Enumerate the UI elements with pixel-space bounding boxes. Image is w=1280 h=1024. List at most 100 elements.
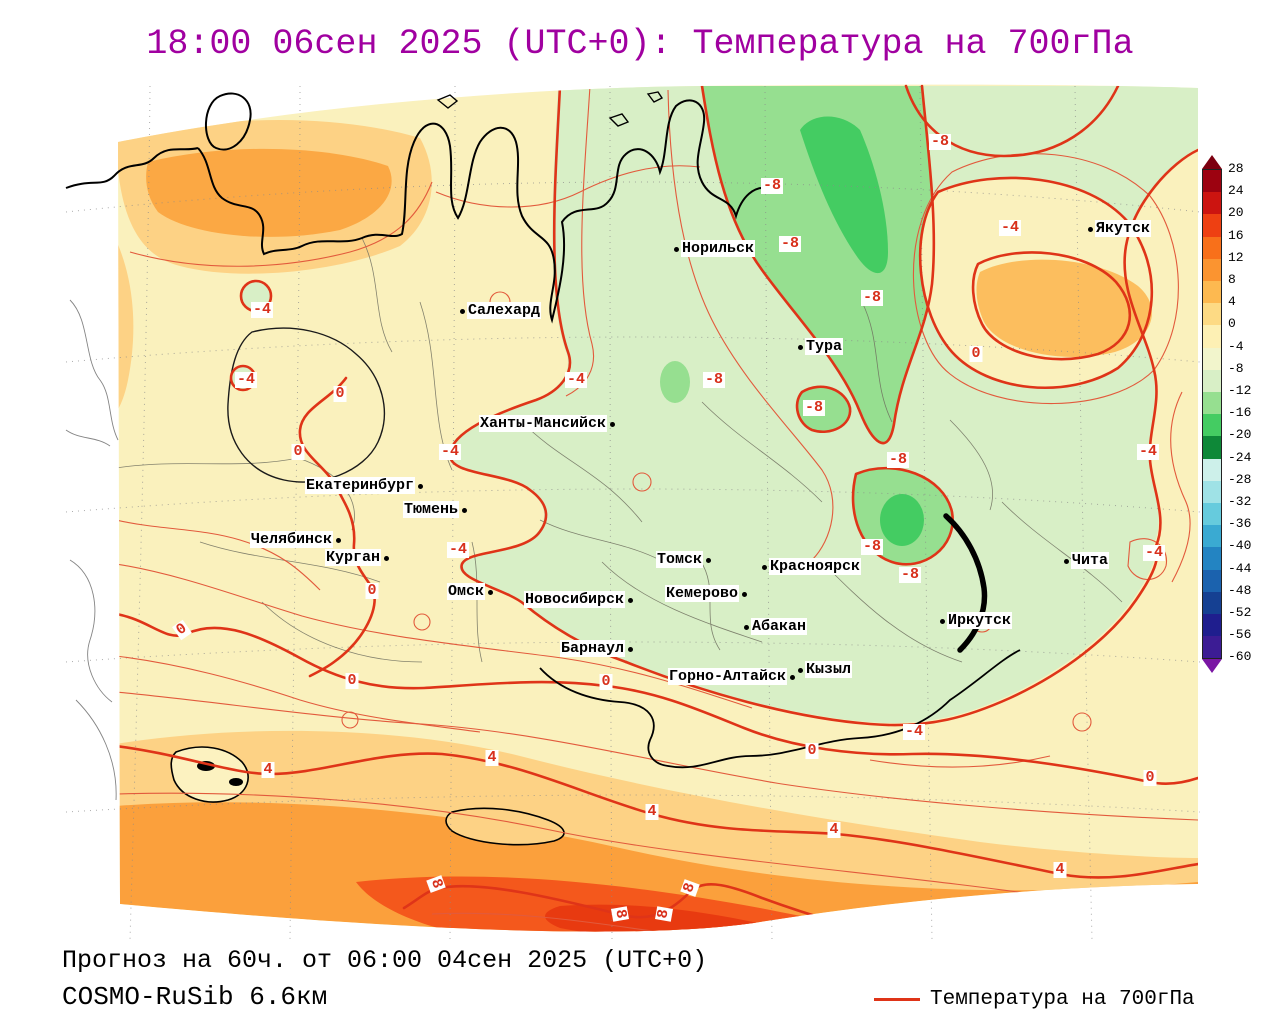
- contour-label: -8: [860, 538, 884, 555]
- contour-label: 4: [261, 761, 275, 778]
- colorbar-tick: 24: [1228, 183, 1244, 199]
- contour-label: -4: [234, 371, 258, 388]
- colorbar-tick: -52: [1228, 605, 1252, 620]
- colorbar-tick: -4: [1228, 338, 1244, 354]
- contour-label: 0: [333, 385, 347, 402]
- city-marker: [939, 618, 945, 624]
- contour-label: -4: [438, 443, 462, 460]
- forecast-info: Прогноз на 60ч. от 06:00 04сен 2025 (UTC…: [62, 946, 708, 975]
- city-marker: [461, 507, 467, 513]
- contour-label: 0: [969, 345, 983, 362]
- colorbar-band: [1203, 525, 1221, 548]
- city-marker: [743, 624, 749, 630]
- colorbar-band: [1203, 281, 1221, 304]
- contour-label: -8: [760, 177, 784, 194]
- city-marker: [673, 246, 679, 252]
- colorbar-tick: -8: [1228, 360, 1244, 376]
- colorbar-top-arrow: [1202, 155, 1222, 169]
- contour-label: -4: [998, 219, 1022, 236]
- colorbar-tick: 0: [1228, 316, 1236, 332]
- colorbar-band: [1203, 214, 1221, 237]
- city-marker: [487, 589, 493, 595]
- legend-label: Температура на 700гПа: [930, 988, 1195, 1011]
- colorbar-tick: 8: [1228, 272, 1236, 287]
- colorbar-tick: 28: [1228, 161, 1244, 176]
- coastline: [65, 91, 1021, 769]
- temperature-fill-layer: [118, 84, 1198, 932]
- colorbar-tick: -40: [1228, 538, 1252, 554]
- city-label: Кызыл: [805, 661, 853, 678]
- city-label: Салехард: [467, 302, 542, 319]
- region-boundary: [227, 327, 385, 483]
- contour-label: -8: [898, 566, 922, 583]
- page-title: 18:00 06сен 2025 (UTC+0): Температура на…: [146, 24, 1134, 64]
- city-label: Тюмень: [402, 501, 459, 518]
- city-label: Красноярск: [769, 558, 862, 575]
- city-marker: [459, 308, 465, 314]
- colorbar-tick: 16: [1228, 227, 1244, 243]
- contour-label: -8: [860, 289, 884, 306]
- contour-label: -4: [564, 371, 588, 388]
- lake-baikal: [943, 513, 988, 653]
- city-marker: [417, 483, 423, 489]
- city-marker: [797, 344, 803, 350]
- colorbar-band: [1203, 347, 1221, 370]
- colorbar-bands: [1202, 169, 1222, 659]
- city-label: Иркутск: [947, 612, 1013, 629]
- city-label: Ханты-Мансийск: [478, 415, 607, 432]
- colorbar-tick: 12: [1228, 249, 1244, 265]
- city-marker: [627, 646, 633, 652]
- contour-label: -4: [250, 301, 274, 318]
- city-label: Барнаул: [559, 640, 625, 657]
- colorbar-tick: -20: [1228, 427, 1252, 443]
- city-label: Омск: [446, 583, 485, 600]
- colorbar-band: [1203, 591, 1221, 614]
- colorbar-band: [1203, 192, 1221, 215]
- model-info: COSMO-RuSib 6.6км: [62, 982, 328, 1012]
- city-marker: [609, 421, 615, 427]
- colorbar-tick: -48: [1228, 582, 1252, 598]
- city-label: Чита: [1071, 552, 1110, 569]
- contour-label: 0: [1143, 769, 1157, 786]
- contour-label: 0: [345, 672, 359, 689]
- colorbar-band: [1203, 325, 1221, 348]
- contour-label: 0: [291, 443, 305, 460]
- city-marker: [741, 591, 747, 597]
- colorbar-band: [1203, 458, 1221, 481]
- colorbar-band: [1203, 636, 1221, 659]
- city-label: Кемерово: [664, 585, 739, 602]
- city-label: Тура: [805, 338, 844, 355]
- admin-boundaries: [118, 237, 1123, 663]
- colorbar-band: [1203, 369, 1221, 392]
- colorbar-band: [1203, 414, 1221, 437]
- city-marker: [335, 537, 341, 543]
- city-label: Томск: [655, 551, 703, 568]
- contour-label: 8: [654, 906, 674, 922]
- colorbar-band: [1203, 236, 1221, 259]
- contour-label: 8: [610, 906, 630, 922]
- city-label: Норильск: [681, 240, 756, 257]
- contour-label: -8: [802, 399, 826, 416]
- colorbar-tick: -28: [1228, 471, 1252, 487]
- city-label: Новосибирск: [523, 591, 625, 608]
- contour-label: 4: [827, 821, 841, 838]
- city-marker: [1063, 558, 1069, 564]
- colorbar-band: [1203, 170, 1221, 193]
- city-marker: [797, 667, 803, 673]
- city-marker: [761, 564, 767, 570]
- colorbar-tick: -16: [1228, 405, 1252, 421]
- colorbar-tick: -32: [1228, 494, 1252, 509]
- city-label: Курган: [324, 549, 381, 566]
- colorbar-band: [1203, 258, 1221, 281]
- colorbar-tick: 20: [1228, 205, 1244, 221]
- colorbar-tick: -56: [1228, 627, 1252, 643]
- colorbar-band: [1203, 547, 1221, 570]
- colorbar-band: [1203, 303, 1221, 326]
- city-label: Якутск: [1095, 220, 1152, 237]
- city-label: Челябинск: [249, 531, 333, 548]
- contour-label: 0: [805, 742, 819, 759]
- colorbar-band: [1203, 614, 1221, 637]
- city-marker: [627, 597, 633, 603]
